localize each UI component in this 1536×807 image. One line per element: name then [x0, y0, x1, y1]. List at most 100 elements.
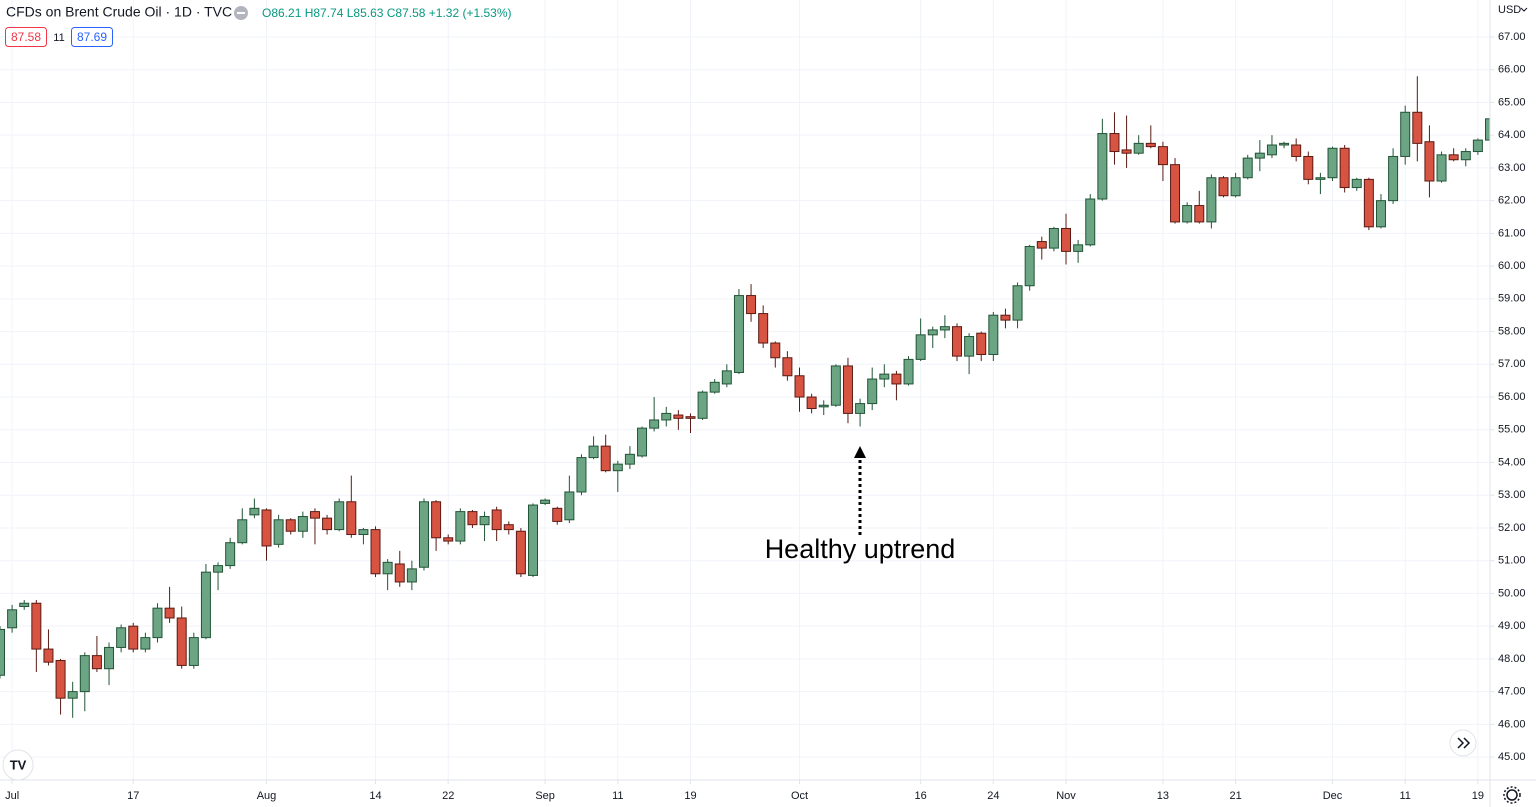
- candle-body: [104, 646, 115, 670]
- candle-body: [915, 334, 926, 360]
- candle-body: [879, 373, 890, 380]
- candle-body: [903, 358, 914, 385]
- y-tick-label: 52.00: [1498, 522, 1526, 534]
- candle-body: [806, 396, 817, 409]
- y-tick-label: 47.00: [1498, 686, 1526, 698]
- candle-body: [406, 568, 417, 583]
- candle-body: [637, 427, 648, 457]
- x-tick-label: 11: [1399, 790, 1410, 802]
- candle-body: [200, 571, 211, 639]
- candle-body: [1460, 151, 1471, 161]
- candle-body: [297, 516, 308, 532]
- candle-body: [1206, 177, 1217, 223]
- candle-body: [685, 416, 696, 419]
- currency-label[interactable]: USD: [1498, 4, 1521, 16]
- candle-body: [164, 607, 175, 619]
- sell-price[interactable]: 87.58: [11, 30, 41, 44]
- candle-body: [1000, 314, 1011, 321]
- x-tick-label: 19: [1472, 790, 1484, 802]
- candle-body: [721, 370, 732, 385]
- y-tick-label: 45.00: [1498, 751, 1526, 763]
- candle-body: [309, 511, 320, 519]
- candle-body: [842, 365, 853, 414]
- candle-body: [1230, 177, 1241, 197]
- y-tick-label: 59.00: [1498, 293, 1526, 305]
- candle-body: [19, 602, 30, 608]
- candle-body: [830, 365, 841, 406]
- candle-body: [1133, 142, 1144, 154]
- candle-body: [237, 519, 248, 544]
- sell-badge[interactable]: [5, 27, 47, 47]
- candle-body: [1279, 142, 1290, 146]
- y-tick-label: 53.00: [1498, 489, 1526, 501]
- candle-body: [79, 655, 90, 693]
- settings-icon[interactable]: [1503, 786, 1521, 804]
- tv-logo[interactable]: TV: [2, 749, 34, 781]
- candle-body: [503, 524, 514, 531]
- x-tick-label: 24: [987, 790, 999, 802]
- candle-body: [1182, 205, 1193, 223]
- candle-body: [515, 530, 526, 575]
- y-tick-label: 65.00: [1498, 96, 1526, 108]
- candle-body: [927, 329, 938, 336]
- candle-body: [1485, 118, 1490, 141]
- candle-body: [31, 602, 42, 650]
- grid: [0, 0, 1490, 780]
- candle-body: [1424, 141, 1435, 182]
- candle-body: [1400, 111, 1411, 157]
- candle-body: [1194, 205, 1205, 223]
- x-tick-label: 14: [369, 790, 381, 802]
- annotation-arrowhead: [854, 446, 866, 458]
- candle-body: [1012, 285, 1023, 321]
- candle-body: [1303, 155, 1314, 180]
- candle-body: [855, 403, 866, 414]
- candle-body: [116, 627, 127, 648]
- candle-body: [55, 660, 66, 699]
- candle-body: [1266, 144, 1277, 156]
- candle-body: [225, 542, 236, 567]
- status-icon: [237, 12, 245, 14]
- candle-body: [370, 529, 381, 575]
- candle-body: [0, 628, 5, 676]
- candle-body: [91, 655, 102, 670]
- svg-text:TV: TV: [10, 757, 27, 772]
- candle-body: [1024, 245, 1035, 287]
- y-tick-label: 60.00: [1498, 260, 1526, 272]
- buy-price[interactable]: 87.69: [77, 30, 107, 44]
- candle-body: [394, 563, 405, 583]
- candle-body: [346, 501, 357, 536]
- candle-body: [491, 509, 502, 531]
- candle-body: [418, 501, 429, 568]
- candle-body: [7, 609, 18, 629]
- x-tick-label: Oct: [791, 790, 808, 802]
- y-tick-label: 55.00: [1498, 424, 1526, 436]
- scroll-button[interactable]: [1449, 729, 1477, 757]
- candle-body: [1109, 133, 1120, 153]
- candle-body: [564, 491, 575, 521]
- candle-body: [1085, 198, 1096, 246]
- y-tick-label: 54.00: [1498, 456, 1526, 468]
- candle-body: [697, 391, 708, 419]
- candle-body: [1157, 146, 1168, 166]
- candle-body: [528, 504, 539, 576]
- buy-badge[interactable]: [71, 27, 113, 47]
- candle-body: [758, 313, 769, 344]
- candle-body: [709, 381, 720, 393]
- candle-body: [1448, 154, 1459, 161]
- candle-body: [285, 519, 296, 532]
- candle-body: [649, 419, 660, 429]
- candle-body: [1061, 227, 1072, 252]
- candle-body: [479, 516, 490, 526]
- y-tick-label: 49.00: [1498, 620, 1526, 632]
- y-tick-label: 50.00: [1498, 587, 1526, 599]
- annotation: Healthy uptrend: [765, 534, 956, 564]
- candle-body: [673, 414, 684, 419]
- candle-body: [1388, 155, 1399, 202]
- currency-chevron[interactable]: [1520, 7, 1528, 12]
- candle-body: [576, 457, 587, 493]
- candle-body: [1073, 244, 1084, 252]
- candle-body: [794, 375, 805, 398]
- candle-body: [261, 509, 272, 547]
